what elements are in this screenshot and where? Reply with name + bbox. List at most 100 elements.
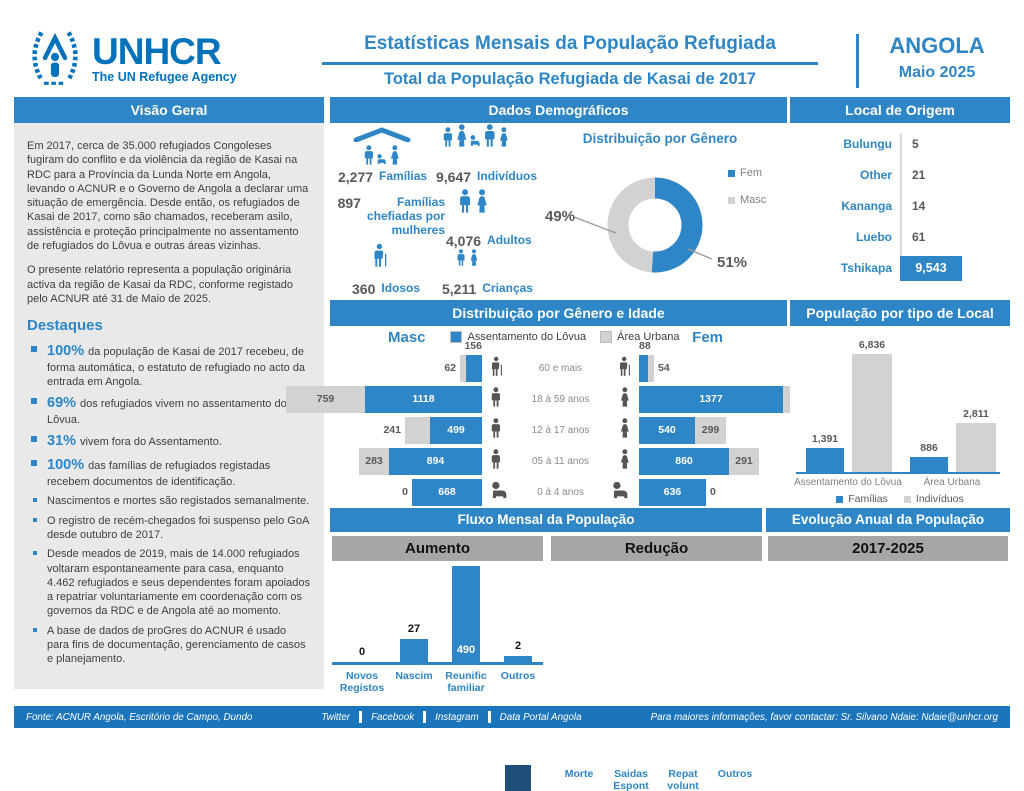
familias-bar [806,448,844,472]
location-legend-item: Indivíduos [903,493,964,505]
pyramid-legend-item: Assentamento do Lôvua [450,331,586,343]
demographics-header: Dados Demográficos [330,97,787,123]
legend-swatch [903,495,911,503]
pyramid-age-group: 0 à 4 anos [482,480,639,505]
elderly-icon [372,243,388,272]
footer-link-facebook[interactable]: Facebook [371,711,415,723]
pyramid-row: 62 156 60 e mais 88 54 [332,340,785,382]
origin-row-label: Other [859,168,892,182]
footer-links: Twitter Facebook Instagram Data Portal Ango… [321,711,582,723]
highlight-text: Desde meados de 2019, mais de 14.000 ref… [47,548,310,618]
highlights-list: 100% da população de Kasai de 2017 recebe… [27,342,311,667]
increase-value: 490 [456,644,476,656]
settlement-value: 156 [464,339,482,352]
increase-bar [400,639,428,662]
overview-header: Visão Geral [14,97,324,123]
logo-brand: UNHCR [92,31,222,72]
footer-contact[interactable]: Para maiores informações, favor contacta… [650,711,998,723]
origin-row-label: Bulungu [843,137,892,151]
highlight-text: 69% dos refugiados vivem no assentamento … [47,395,287,427]
pyramid-fem-bars: 1377822 [639,385,869,413]
increase-bar [452,566,480,662]
increase-axis [332,662,543,665]
decrease-category-label: Morte [564,768,594,780]
settlement-bar: 668 [412,478,482,506]
urban-bar: 291 [729,447,759,475]
page-title: Estatísticas Mensais da População Refugi… [364,33,776,54]
individuos-bar [956,423,996,472]
familias-bar [910,457,948,472]
urban-value: 62 [444,362,456,374]
origin-row-value: 21 [912,168,926,182]
legend-swatch [600,331,613,343]
pyramid-fem-label: Fem [692,329,723,346]
origin-row-value: 61 [912,230,926,244]
pyramid-masc-bars: 759 1118 [286,385,482,413]
location-category-label: Área Urbana [923,477,981,488]
location-legend-item: Famílias [836,493,888,505]
demographics-body: 2,277 Famílias 9,647 Indivíduos 897 Famí… [330,123,787,300]
increase-value: 0 [358,646,366,658]
adults-icon [458,189,489,213]
origin-row-value-highlight: 9,543 [900,256,962,281]
gender-donut-chart: 49% 51% [545,177,747,273]
teen-girl-icon [619,417,631,443]
footer-link-twitter[interactable]: Twitter [321,711,351,723]
footer-link-instagram[interactable]: Instagram [435,711,479,723]
pyramid-row: 283 894 05 à 11 anos 860 291 [332,447,785,475]
highlight-item: O registro de recém-chegados foi suspens… [27,514,311,543]
increase-bar [504,656,532,662]
origin-panel: Local de Origem Bulungu 5 Other 21 Kananga 14… [790,97,1010,300]
gender-fem-pct: 51% [717,254,747,271]
bullet-icon [31,436,37,443]
legend-swatch [450,331,463,343]
footer-source: Fonte: ACNUR Angola, Escritório de Campo… [26,711,253,723]
stat-individuos: 9,647 Indivíduos [436,169,538,185]
increase-category-label: Outros [500,670,536,682]
location-type-header: População por tipo de Local [790,300,1010,326]
fem-legend-swatch [728,169,735,177]
page-corner-mark [505,765,531,791]
decrease-category-label: Saidas Espont [613,768,649,791]
highlight-item: Nascimentos e mortes são registados sema… [27,494,311,508]
age-label: 0 à 4 anos [537,486,584,498]
highlight-stat: 100% [47,342,85,359]
individuos-value: 6,836 [858,339,886,351]
urban-bar: 283 [359,447,389,475]
report-footer: Fonte: ACNUR Angola, Escritório de Campo… [14,706,1010,728]
footer-link-separator [359,711,363,723]
overview-panel: Visão Geral Em 2017, cerca de 35.000 ref… [14,97,324,689]
pyramid-age-group: 05 à 11 anos [482,448,639,474]
pyramid-row: 241 499 12 à 17 anos 540 299 [332,416,785,444]
highlight-stat: 69% [47,395,77,412]
urban-bar [648,354,654,382]
demographics-panel: Dados Demográficos 2,277 Famílias 9,647 … [330,97,787,300]
bullet-icon [31,345,37,352]
footer-link-data-portal-angola[interactable]: Data Portal Angola [499,711,582,723]
urban-bar [405,416,430,444]
pyramid-row: 0 668 0 à 4 anos 636 0 [332,478,785,506]
bullet-icon [31,460,37,467]
masc-legend-swatch [728,196,735,204]
familias-value: 1,391 [811,433,839,445]
pyramid-legend-item: Área Urbana [600,331,680,343]
origin-row-value: 5 [912,137,919,151]
annual-evolution-range: 2017-2025 [768,536,1008,561]
decrease-chart: Morte0Saidas Espont0Repat voluntOutros0 [551,698,762,791]
teen-boy-icon [490,417,502,443]
bullet-icon [33,551,37,556]
gender-legend-fem: Fem [728,167,762,179]
settlement-bar: 499 [430,416,482,444]
location-category-label: Assentamento do Lôvua [794,477,902,488]
pyramid-masc-label: Masc [388,329,426,346]
age-label: 12 à 17 anos [531,424,590,436]
highlight-item: Desde meados de 2019, mais de 14.000 ref… [27,547,311,618]
urban-value: 0 [402,486,408,498]
highlight-stat: 31% [47,433,77,450]
overview-paragraph-2: O presente relatório representa a popula… [27,264,293,305]
stat-familias: 2,277 Famílias [338,169,428,185]
pyramid-fem-bars: 88 54 [639,340,785,382]
settlement-bar [466,354,482,382]
